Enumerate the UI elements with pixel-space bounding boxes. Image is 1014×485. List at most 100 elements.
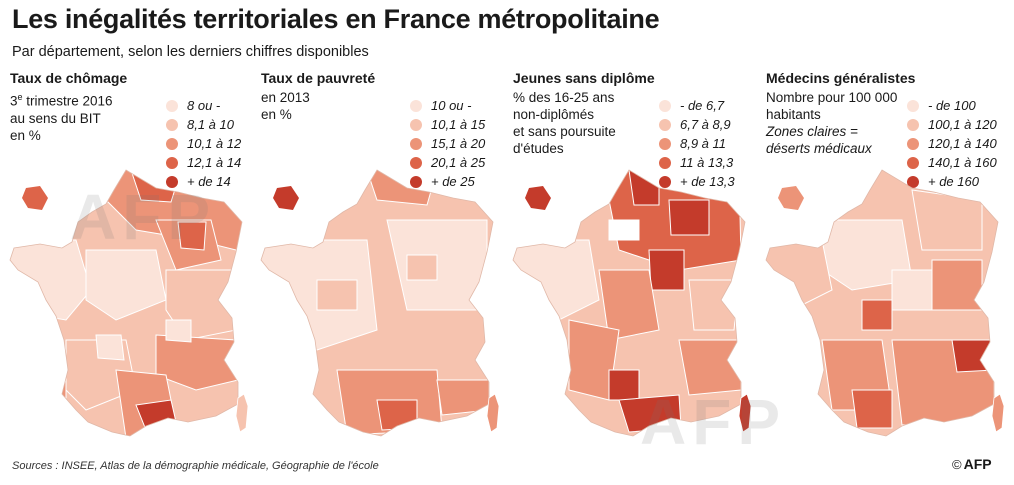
legend-item: 12,1 à 14 bbox=[166, 153, 241, 172]
legend-swatch bbox=[410, 99, 422, 112]
legend-item: 100,1 à 120 bbox=[907, 115, 997, 134]
legend-item: + de 14 bbox=[166, 172, 241, 191]
panel-heading: Jeunes sans diplôme bbox=[513, 70, 655, 86]
legend-label: 100,1 à 120 bbox=[928, 117, 997, 132]
desc-text: Nombre pour 100 000 bbox=[766, 90, 898, 105]
legend-item: 20,1 à 25 bbox=[410, 153, 485, 172]
legend-item: 8,9 à 11 bbox=[659, 134, 735, 153]
afp-watermark-icon: AFP bbox=[70, 181, 216, 253]
legend-label: 10,1 à 12 bbox=[187, 136, 242, 151]
legend-label: + de 13,3 bbox=[680, 174, 735, 189]
desc-text: en % bbox=[10, 127, 41, 143]
desc-text: habitants bbox=[766, 107, 821, 122]
desc-text: Zones claires = bbox=[766, 124, 858, 139]
legend-item: 8 ou - bbox=[166, 96, 241, 115]
desc-text: d'études bbox=[513, 141, 564, 156]
legend-label: 6,7 à 8,9 bbox=[680, 117, 731, 132]
legend-item: 120,1 à 140 bbox=[907, 134, 997, 153]
legend-label: 10,1 à 15 bbox=[431, 117, 486, 132]
legend-label: 15,1 à 20 bbox=[431, 136, 486, 151]
legend-item: 10,1 à 15 bbox=[410, 115, 485, 134]
legend-swatch bbox=[907, 137, 919, 150]
legend-item: - de 100 bbox=[907, 96, 997, 115]
page-title: Les inégalités territoriales en France m… bbox=[12, 4, 660, 34]
legend-label: + de 25 bbox=[431, 174, 475, 189]
legend-label: - de 100 bbox=[928, 98, 976, 113]
legend-swatch bbox=[907, 156, 919, 169]
desc-text: déserts médicaux bbox=[766, 141, 872, 156]
legend-label: + de 160 bbox=[928, 174, 979, 189]
panel-heading: Médecins généralistes bbox=[766, 70, 916, 86]
legend-label: 140,1 à 160 bbox=[928, 155, 997, 170]
legend-swatch bbox=[166, 99, 178, 112]
page-subtitle: Par département, selon les derniers chif… bbox=[12, 44, 369, 60]
desc-text: % des 16-25 ans bbox=[513, 90, 615, 105]
legend-item: 15,1 à 20 bbox=[410, 134, 485, 153]
map-legend: - de 6,7 6,7 à 8,9 8,9 à 11 11 à 13,3 + … bbox=[659, 96, 735, 191]
desc-text: et sans poursuite bbox=[513, 124, 616, 139]
legend-swatch bbox=[410, 175, 422, 188]
afp-credit: © AFP bbox=[952, 456, 992, 472]
desc-text: trimestre 2016 bbox=[22, 93, 113, 109]
panel-heading: Taux de pauvreté bbox=[261, 70, 376, 86]
legend-swatch bbox=[659, 118, 671, 131]
panel-description: en 2013 en % bbox=[261, 89, 310, 123]
legend-label: 120,1 à 140 bbox=[928, 136, 997, 151]
legend-item: 10 ou - bbox=[410, 96, 485, 115]
france-map-jeunes bbox=[512, 169, 752, 437]
panel-description: 3e trimestre 2016 au sens du BIT en % bbox=[10, 89, 113, 144]
legend-label: 10 ou - bbox=[431, 98, 472, 113]
legend-label: 20,1 à 25 bbox=[431, 155, 486, 170]
panel-jeunes-sans-diplome: Jeunes sans diplôme % des 16-25 ans non-… bbox=[509, 70, 759, 455]
legend-label: - de 6,7 bbox=[680, 98, 725, 113]
desc-text: 3 bbox=[10, 93, 18, 109]
map-legend: 8 ou - 8,1 à 10 10,1 à 12 12,1 à 14 + de… bbox=[166, 96, 241, 191]
copyright-symbol: © bbox=[952, 457, 962, 472]
legend-swatch bbox=[659, 99, 671, 112]
legend-swatch bbox=[166, 175, 178, 188]
afp-watermark-icon: AFP bbox=[640, 386, 786, 458]
legend-item: + de 25 bbox=[410, 172, 485, 191]
legend-item: 10,1 à 12 bbox=[166, 134, 241, 153]
legend-swatch bbox=[166, 118, 178, 131]
legend-item: + de 13,3 bbox=[659, 172, 735, 191]
france-map-medecins bbox=[765, 169, 1005, 437]
legend-swatch bbox=[410, 137, 422, 150]
france-map-pauvrete bbox=[260, 169, 500, 437]
panel-heading: Taux de chômage bbox=[10, 70, 128, 86]
legend-swatch bbox=[659, 175, 671, 188]
legend-label: 8 ou - bbox=[187, 98, 221, 113]
legend-swatch bbox=[166, 137, 178, 150]
panel-pauvrete: Taux de pauvreté en 2013 en % 10 ou - 10… bbox=[257, 70, 507, 455]
legend-label: + de 14 bbox=[187, 174, 231, 189]
desc-text: non-diplômés bbox=[513, 107, 595, 122]
afp-logo-text: AFP bbox=[963, 456, 992, 472]
panel-description: Nombre pour 100 000 habitants Zones clai… bbox=[766, 89, 897, 157]
desc-text: en 2013 bbox=[261, 90, 310, 105]
legend-swatch bbox=[659, 156, 671, 169]
desc-text: au sens du BIT bbox=[10, 110, 101, 126]
legend-label: 8,9 à 11 bbox=[680, 136, 727, 151]
legend-item: - de 6,7 bbox=[659, 96, 735, 115]
panel-description: % des 16-25 ans non-diplômés et sans pou… bbox=[513, 89, 616, 157]
map-legend: 10 ou - 10,1 à 15 15,1 à 20 20,1 à 25 + … bbox=[410, 96, 485, 191]
panel-chomage: Taux de chômage 3e trimestre 2016 au sen… bbox=[6, 70, 256, 455]
legend-swatch bbox=[166, 156, 178, 169]
legend-item: + de 160 bbox=[907, 172, 997, 191]
legend-item: 11 à 13,3 bbox=[659, 153, 735, 172]
legend-label: 11 à 13,3 bbox=[680, 155, 734, 170]
legend-swatch bbox=[907, 175, 919, 188]
legend-swatch bbox=[907, 99, 919, 112]
legend-swatch bbox=[907, 118, 919, 131]
sources-footer: Sources : INSEE, Atlas de la démographie… bbox=[12, 460, 379, 472]
legend-swatch bbox=[410, 156, 422, 169]
legend-swatch bbox=[659, 137, 671, 150]
map-legend: - de 100 100,1 à 120 120,1 à 140 140,1 à… bbox=[907, 96, 997, 191]
legend-item: 8,1 à 10 bbox=[166, 115, 241, 134]
legend-label: 8,1 à 10 bbox=[187, 117, 234, 132]
legend-label: 12,1 à 14 bbox=[187, 155, 242, 170]
panel-medecins: Médecins généralistes Nombre pour 100 00… bbox=[762, 70, 1012, 455]
legend-item: 140,1 à 160 bbox=[907, 153, 997, 172]
legend-item: 6,7 à 8,9 bbox=[659, 115, 735, 134]
legend-swatch bbox=[410, 118, 422, 131]
